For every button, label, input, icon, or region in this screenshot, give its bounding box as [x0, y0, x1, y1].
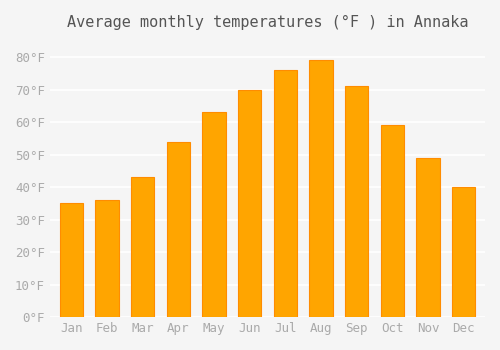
Bar	[202, 112, 226, 317]
Bar	[96, 200, 118, 317]
Bar	[380, 125, 404, 317]
Bar	[416, 158, 440, 317]
Bar	[238, 90, 261, 317]
Bar	[131, 177, 154, 317]
Bar	[310, 61, 332, 317]
Title: Average monthly temperatures (°F ) in Annaka: Average monthly temperatures (°F ) in An…	[66, 15, 468, 30]
Bar	[452, 187, 475, 317]
Bar	[60, 203, 83, 317]
Bar	[274, 70, 297, 317]
Bar	[345, 86, 368, 317]
Bar	[166, 142, 190, 317]
